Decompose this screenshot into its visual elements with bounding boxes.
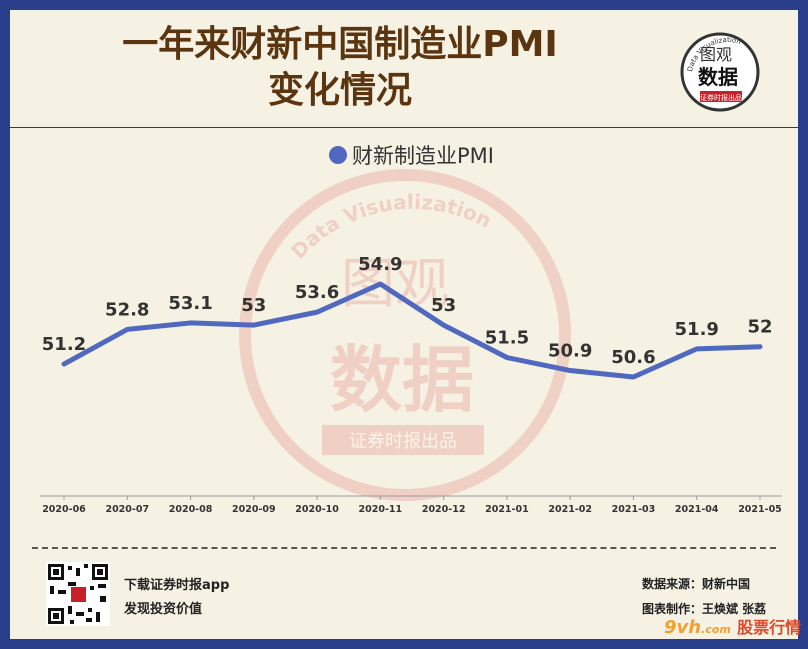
site-watermark: 9vh.com 股票行情 [664,614,801,638]
poster-frame [10,10,798,639]
data-point [378,282,382,286]
page-title: 一年来财新中国制造业PMI 变化情况 [40,22,640,114]
data-point [695,347,699,351]
data-point [505,356,509,360]
data-label: 51.2 [42,334,86,355]
data-label: 52 [747,317,772,338]
data-label: 53 [431,295,456,316]
footer-divider [32,547,776,549]
credits: 数据来源：财新中国 图表制作：王焕斌 张荔 [642,572,766,622]
logo-line-1: 图观 [700,45,732,64]
x-tick-label: 2020-08 [169,504,213,515]
data-point [125,327,129,331]
site-brand: 9vh [664,617,702,638]
chart-legend: 财新制造业PMI [329,144,494,168]
x-tick-label: 2020-11 [359,504,403,515]
app-promo: 下载证券时报app 发现投资价值 [124,574,229,622]
data-source: 数据来源：财新中国 [642,577,751,591]
title-line-1: 一年来财新中国制造业PMI [122,24,558,65]
qr-code-icon [46,562,110,626]
data-point [252,323,256,327]
watermark-line-1: 图观 [341,252,449,315]
data-point [315,310,319,314]
watermark-line-2: 数据 [330,338,474,422]
x-tick-label: 2020-06 [42,504,86,515]
title-line-2: 变化情况 [267,70,412,111]
title-divider [10,127,798,128]
legend-label: 财新制造业PMI [352,144,494,168]
watermark-tag: 证券时报出品 [349,431,457,452]
data-label: 52.8 [105,299,149,320]
x-tick-label: 2021-03 [612,504,656,515]
x-tick-label: 2020-09 [232,504,276,515]
data-point [568,369,572,373]
x-tick-label: 2020-12 [422,504,466,515]
data-point [758,345,762,349]
series-line-pmi [61,281,763,380]
x-tick-label: 2020-07 [105,504,149,515]
x-tick-label: 2021-02 [548,504,592,515]
data-label: 50.6 [611,347,655,368]
data-label: 51.5 [485,328,529,349]
x-tick-label: 2021-01 [485,504,529,515]
site-name: 股票行情 [737,618,802,637]
x-tick-label: 2020-10 [295,504,339,515]
data-label: 54.9 [358,254,402,275]
data-label: 53 [241,295,266,316]
data-label: 51.9 [675,319,719,340]
app-promo-line-2: 发现投资价值 [124,602,203,617]
brand-logo: Data Visualization 图观 数据 证券时报出品 [680,32,760,112]
data-label: 50.9 [548,341,592,362]
data-label: 53.1 [168,293,212,314]
site-domain: .com [701,623,731,636]
data-point [62,362,66,366]
logo-tag: 证券时报出品 [700,93,742,102]
logo-line-2: 数据 [698,65,738,89]
data-point [631,375,635,379]
app-promo-line-1: 下载证券时报app [124,578,230,593]
data-label: 53.6 [295,282,339,303]
data-point [442,323,446,327]
x-tick-label: 2021-04 [675,504,719,515]
chart-author: 图表制作：王焕斌 张荔 [642,602,767,616]
legend-marker [329,146,347,164]
data-point [189,321,193,325]
x-tick-label: 2021-05 [738,504,782,515]
